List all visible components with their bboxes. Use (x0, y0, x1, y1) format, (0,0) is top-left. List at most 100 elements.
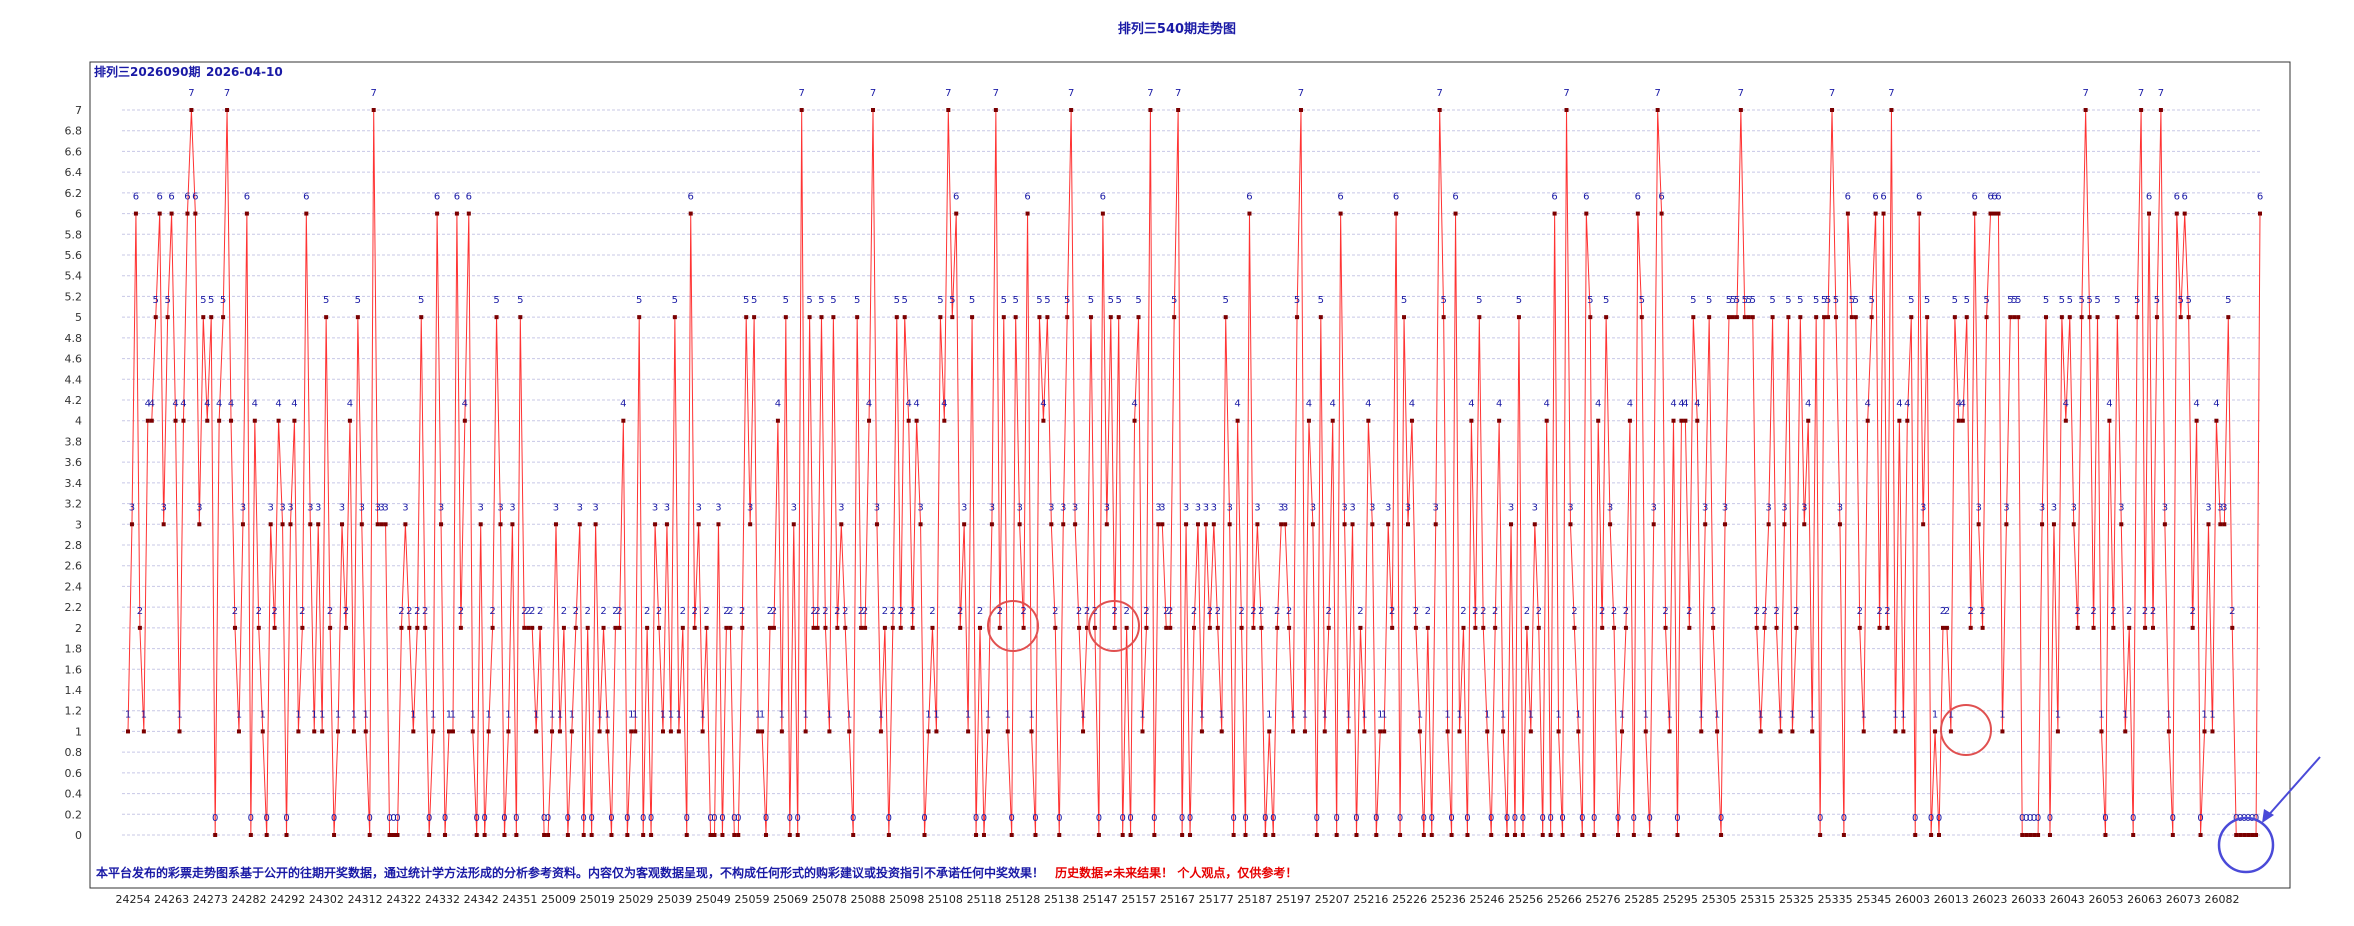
data-label: 3 (1722, 502, 1728, 513)
data-label: 1 (925, 709, 931, 720)
data-point (1909, 315, 1914, 320)
data-label: 6 (466, 192, 472, 203)
data-label: 1 (759, 709, 765, 720)
data-point (1723, 522, 1728, 527)
data-point (1889, 108, 1894, 112)
data-point (2071, 522, 2076, 527)
data-label: 7 (1563, 88, 1569, 99)
data-point (153, 315, 158, 320)
data-point (744, 315, 749, 320)
data-label: 0 (1579, 813, 1585, 824)
data-label: 1 (632, 709, 638, 720)
data-point (1437, 108, 1442, 112)
data-point (1960, 418, 1965, 423)
data-point (942, 418, 947, 423)
data-point (403, 522, 408, 527)
x-tick-label: 25226 (1392, 893, 1427, 906)
data-point (427, 833, 432, 837)
highlight-circle (987, 600, 1039, 652)
data-point (367, 833, 372, 837)
data-label: 3 (838, 502, 844, 513)
data-point (1552, 211, 1557, 216)
data-point (2016, 315, 2021, 320)
data-label: 6 (2257, 192, 2263, 203)
data-point (1560, 833, 1565, 837)
data-label: 2 (862, 606, 868, 617)
data-point (1413, 625, 1418, 630)
data-label: 0 (2031, 813, 2037, 824)
data-point (2210, 729, 2215, 734)
data-label: 7 (1147, 88, 1153, 99)
series-line-layer (127, 109, 2261, 836)
data-label: 3 (267, 502, 273, 513)
data-point (280, 522, 285, 527)
data-point (391, 833, 396, 837)
data-point (831, 315, 836, 320)
data-point (355, 315, 360, 320)
data-label: 1 (779, 709, 785, 720)
data-label: 3 (382, 502, 388, 513)
data-label: 1 (549, 709, 555, 720)
data-label: 7 (1654, 88, 1660, 99)
data-label: 1 (965, 709, 971, 720)
data-point (760, 729, 765, 734)
data-point (855, 315, 860, 320)
data-label: 1 (699, 709, 705, 720)
data-point (795, 833, 800, 837)
data-label: 2 (2126, 606, 2132, 617)
data-point (2147, 211, 2152, 216)
data-point (2190, 625, 2195, 630)
x-tick-label: 25197 (1276, 893, 1311, 906)
data-point (1318, 315, 1323, 320)
data-label: 6 (1991, 192, 1997, 203)
data-label: 3 (315, 502, 321, 513)
data-point (1001, 315, 1006, 320)
data-label: 6 (2182, 192, 2188, 203)
data-point (466, 211, 471, 216)
x-tick-label: 25256 (1508, 893, 1543, 906)
data-point (803, 729, 808, 734)
data-label: 1 (846, 709, 852, 720)
data-label: 2 (2142, 606, 2148, 617)
data-point (1453, 211, 1458, 216)
data-point (1608, 522, 1613, 527)
data-point (882, 625, 887, 630)
data-point (684, 833, 689, 837)
data-label: 1 (1575, 709, 1581, 720)
data-label: 6 (2174, 192, 2180, 203)
x-tick-label: 25345 (1856, 893, 1891, 906)
data-point (236, 729, 241, 734)
data-label: 5 (1401, 295, 1407, 306)
data-label: 2 (771, 606, 777, 617)
data-label: 5 (1742, 295, 1748, 306)
data-point (1584, 211, 1589, 216)
data-point (1505, 833, 1510, 837)
data-label: 7 (1298, 88, 1304, 99)
data-point (248, 833, 253, 837)
data-label: 3 (1369, 502, 1375, 513)
data-label: 0 (711, 813, 717, 824)
data-label: 0 (426, 813, 432, 824)
data-label: 1 (335, 709, 341, 720)
data-label: 5 (1825, 295, 1831, 306)
data-point (970, 315, 975, 320)
data-point (288, 522, 293, 527)
data-point (2258, 211, 2262, 216)
data-point (2004, 522, 2009, 527)
data-label: 1 (1643, 709, 1649, 720)
data-point (1037, 315, 1042, 320)
data-point (1390, 625, 1395, 630)
data-label: 7 (2138, 88, 2144, 99)
data-point (668, 729, 673, 734)
data-point (633, 729, 638, 734)
data-label: 0 (1056, 813, 1062, 824)
data-point (1152, 833, 1157, 837)
data-point (918, 522, 923, 527)
data-point (779, 729, 784, 734)
data-label: 2 (414, 606, 420, 617)
data-label: 7 (870, 88, 876, 99)
data-label: 1 (141, 709, 147, 720)
data-point (938, 315, 943, 320)
data-point (1830, 108, 1835, 112)
data-label: 5 (1440, 295, 1446, 306)
